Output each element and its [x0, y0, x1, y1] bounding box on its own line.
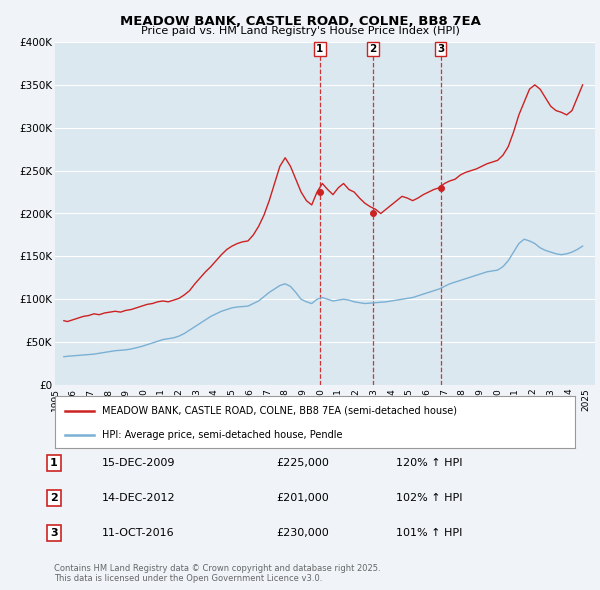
Text: 14-DEC-2012: 14-DEC-2012 [102, 493, 176, 503]
Text: 3: 3 [50, 528, 58, 538]
Text: 1: 1 [316, 44, 323, 54]
Text: 1: 1 [50, 458, 58, 468]
Text: 2: 2 [370, 44, 377, 54]
Text: £230,000: £230,000 [276, 528, 329, 538]
Text: 120% ↑ HPI: 120% ↑ HPI [396, 458, 463, 468]
Text: Contains HM Land Registry data © Crown copyright and database right 2025.
This d: Contains HM Land Registry data © Crown c… [54, 563, 380, 583]
Text: 2: 2 [50, 493, 58, 503]
Text: 102% ↑ HPI: 102% ↑ HPI [396, 493, 463, 503]
Text: 15-DEC-2009: 15-DEC-2009 [102, 458, 176, 468]
Text: 101% ↑ HPI: 101% ↑ HPI [396, 528, 463, 538]
Text: MEADOW BANK, CASTLE ROAD, COLNE, BB8 7EA (semi-detached house): MEADOW BANK, CASTLE ROAD, COLNE, BB8 7EA… [102, 405, 457, 415]
Text: £201,000: £201,000 [276, 493, 329, 503]
Text: Price paid vs. HM Land Registry's House Price Index (HPI): Price paid vs. HM Land Registry's House … [140, 26, 460, 36]
Text: HPI: Average price, semi-detached house, Pendle: HPI: Average price, semi-detached house,… [102, 430, 342, 440]
Text: MEADOW BANK, CASTLE ROAD, COLNE, BB8 7EA: MEADOW BANK, CASTLE ROAD, COLNE, BB8 7EA [119, 15, 481, 28]
Text: 3: 3 [437, 44, 445, 54]
Text: 11-OCT-2016: 11-OCT-2016 [102, 528, 175, 538]
Text: £225,000: £225,000 [276, 458, 329, 468]
